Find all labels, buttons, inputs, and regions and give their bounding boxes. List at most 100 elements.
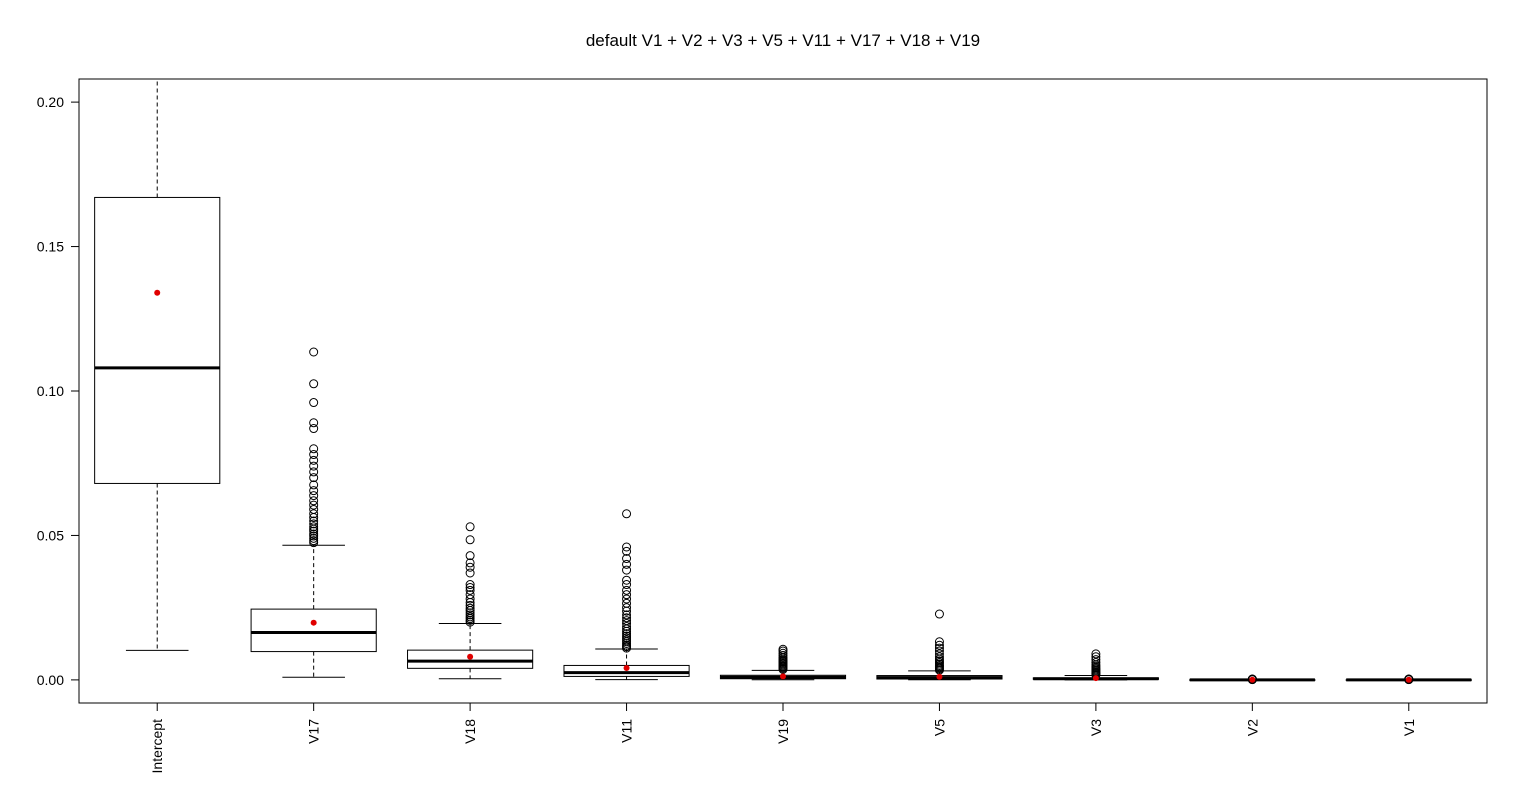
outlier-point — [309, 519, 319, 529]
outlier-point — [309, 500, 319, 510]
box-intercept — [94, 79, 221, 651]
outlier-point — [465, 603, 475, 613]
mean-marker — [310, 619, 317, 626]
outlier-point — [309, 398, 319, 408]
outlier-point — [1247, 674, 1257, 684]
outlier-point — [465, 558, 475, 568]
outlier-point — [622, 585, 632, 595]
outlier-point — [309, 461, 319, 471]
outlier-point — [622, 610, 632, 620]
x-tick-label: V11 — [619, 719, 635, 743]
chart-title: default V1 + V2 + V3 + V5 + V11 + V17 + … — [586, 31, 980, 50]
outlier-point — [934, 646, 944, 656]
outlier-point — [309, 516, 319, 526]
outlier-point — [465, 594, 475, 604]
outlier-point — [778, 644, 788, 654]
outlier-point — [309, 455, 319, 465]
mean-marker — [154, 289, 161, 296]
mean-marker — [1249, 676, 1256, 683]
outlier-point — [1404, 674, 1414, 684]
outlier-point — [934, 609, 944, 619]
outlier-point — [465, 585, 475, 595]
y-tick-label: 0.10 — [37, 383, 64, 399]
outlier-point — [622, 580, 632, 590]
outlier-point — [309, 379, 319, 389]
box-v17 — [250, 347, 377, 678]
outlier-point — [309, 347, 319, 357]
outlier-point — [465, 582, 475, 592]
boxes-group — [94, 79, 1472, 685]
x-tick-label: V17 — [306, 719, 322, 744]
box-v11 — [563, 509, 690, 681]
outlier-point — [934, 652, 944, 662]
y-tick-label: 0.20 — [37, 94, 64, 110]
outlier-point — [309, 473, 319, 483]
mean-marker — [780, 673, 786, 680]
mean-marker — [623, 665, 630, 672]
outlier-point — [778, 648, 788, 658]
outlier-point — [309, 529, 319, 539]
outlier-point — [309, 486, 319, 496]
mean-marker — [1405, 676, 1412, 683]
mean-marker — [1092, 675, 1099, 682]
outlier-point — [934, 640, 944, 650]
outlier-point — [309, 424, 319, 434]
y-tick-label: 0.15 — [37, 239, 64, 255]
y-tick-label: 0.05 — [37, 527, 64, 543]
box-v2 — [1189, 674, 1316, 685]
outlier-point — [309, 522, 319, 532]
outlier-point — [465, 551, 475, 561]
outlier-point — [309, 467, 319, 477]
box-v18 — [407, 522, 534, 680]
outlier-point — [465, 535, 475, 545]
outlier-point — [622, 631, 632, 641]
outlier-point — [465, 562, 475, 572]
outlier-point — [622, 594, 632, 604]
outlier-point — [309, 496, 319, 506]
box-iqr — [250, 608, 377, 653]
y-tick-label: 0.00 — [37, 672, 64, 688]
outlier-point — [465, 590, 475, 600]
y-axis: 0.00 0.05 0.10 0.15 0.20 — [37, 94, 80, 688]
outlier-point — [622, 598, 632, 608]
mean-marker — [467, 653, 474, 660]
outlier-point — [309, 450, 319, 460]
x-axis: Intercept V17 V18 V11 V19 V5 V3 V2 V1 — [149, 703, 1417, 773]
outlier-point — [465, 522, 475, 532]
outlier-point — [309, 536, 319, 546]
outlier-point — [622, 590, 632, 600]
outlier-point — [309, 444, 319, 454]
outlier-point — [622, 554, 632, 564]
x-tick-label: V19 — [775, 719, 791, 744]
outlier-point — [622, 613, 632, 623]
outlier-point — [622, 546, 632, 556]
outlier-point — [622, 603, 632, 613]
x-tick-label: V1 — [1401, 719, 1417, 736]
box-v3 — [1032, 649, 1159, 682]
outlier-point — [934, 643, 944, 653]
outlier-point — [934, 649, 944, 659]
outlier-point — [309, 418, 319, 428]
outlier-point — [309, 533, 319, 543]
outlier-point — [622, 619, 632, 629]
box-v5 — [876, 609, 1003, 681]
outlier-point — [934, 637, 944, 647]
outlier-point — [309, 491, 319, 501]
outlier-point — [465, 568, 475, 578]
outlier-point — [309, 480, 319, 490]
outlier-point — [1091, 655, 1101, 665]
outlier-point — [622, 575, 632, 585]
x-tick-label: V5 — [931, 719, 947, 736]
outlier-point — [465, 580, 475, 590]
outlier-point — [1091, 649, 1101, 659]
outlier-point — [465, 600, 475, 610]
outlier-point — [622, 509, 632, 519]
x-tick-label: V18 — [462, 719, 478, 744]
x-tick-label: V2 — [1244, 719, 1260, 736]
outlier-point — [309, 504, 319, 514]
x-tick-label: V3 — [1088, 719, 1104, 736]
outlier-point — [622, 616, 632, 626]
outlier-point — [622, 621, 632, 631]
outlier-point — [622, 542, 632, 552]
